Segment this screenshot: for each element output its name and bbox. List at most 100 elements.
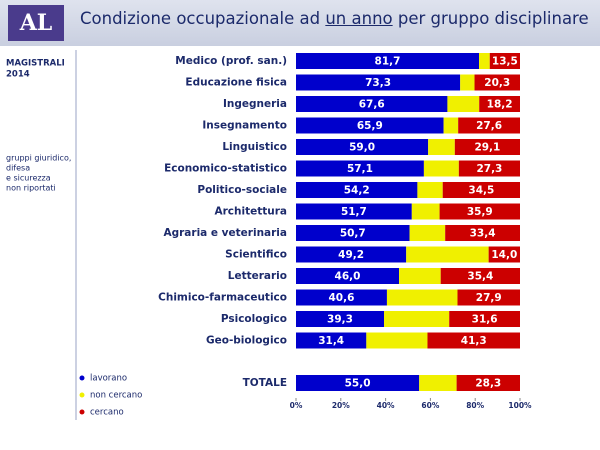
y-tick-label: Architettura <box>214 206 287 218</box>
y-tick-label: Educazione fisica <box>185 77 287 89</box>
bar-segment <box>460 74 475 91</box>
title-part: per gruppo disciplinare <box>397 9 589 28</box>
value-label: 41,3 <box>461 335 487 347</box>
y-tick-label: Letterario <box>228 270 287 282</box>
bar-segment <box>409 225 446 241</box>
bar-segment <box>296 96 448 112</box>
note: non riportati <box>6 184 56 193</box>
bar-segment <box>454 139 520 155</box>
bar-segment <box>384 311 450 327</box>
y-tick-label: Politico-sociale <box>197 184 287 196</box>
note: gruppi giuridico, <box>6 154 71 163</box>
bar-segment <box>399 268 441 284</box>
value-label: 57,1 <box>347 163 373 175</box>
bar-segment <box>296 117 444 134</box>
y-tick-label: Scientifico <box>225 249 287 261</box>
bar-segment <box>296 74 461 91</box>
bar-segment <box>427 332 520 349</box>
bar-segment <box>457 289 520 306</box>
value-label: 18,2 <box>487 99 513 111</box>
legend-label: non cercano <box>90 391 142 401</box>
bar-segment <box>458 117 520 134</box>
bar-segment <box>440 268 520 284</box>
bar-segment <box>449 311 520 327</box>
bar-segment <box>489 53 520 69</box>
y-tick-label: Geo-biologico <box>206 335 287 347</box>
bar-segment <box>488 246 520 263</box>
value-label: 27,9 <box>476 292 502 304</box>
y-tick-label: Ingegneria <box>223 98 287 110</box>
bar-segment <box>474 74 520 91</box>
x-tick-label: 80% <box>466 401 484 410</box>
bar-segment <box>447 96 480 112</box>
value-label: 20,3 <box>484 77 510 89</box>
bar-segment <box>296 139 429 155</box>
value-label: 67,6 <box>359 99 385 111</box>
value-label: 50,7 <box>340 228 366 240</box>
value-label: 51,7 <box>341 206 367 218</box>
value-label: 29,1 <box>474 142 500 154</box>
bar-segment <box>366 332 428 349</box>
bar-segment <box>411 203 440 220</box>
bar-segment <box>458 160 520 177</box>
legend-marker <box>79 409 85 415</box>
value-label: 27,6 <box>476 120 502 132</box>
bar-segment <box>456 375 520 391</box>
bar-segment <box>296 268 400 284</box>
y-tick-label: Agraria e veterinaria <box>163 227 287 239</box>
x-tick-label: 60% <box>421 401 439 410</box>
title-part: un anno <box>325 9 393 28</box>
bar-segment <box>296 160 424 177</box>
bar-segment <box>428 139 455 155</box>
value-label: 46,0 <box>335 271 361 283</box>
bar-segment <box>296 332 367 349</box>
note: MAGISTRALI <box>6 59 65 69</box>
bar-segment <box>439 203 520 220</box>
bar-segment <box>419 375 457 391</box>
value-label: 13,5 <box>492 56 518 68</box>
y-tick-label: Economico-statistico <box>164 163 287 175</box>
y-tick-label: TOTALE <box>243 377 287 389</box>
bar-segment <box>443 117 459 134</box>
bar-segment <box>296 246 407 263</box>
bar-segment <box>406 246 489 263</box>
note: 2014 <box>6 70 30 80</box>
value-label: 65,9 <box>357 120 383 132</box>
bar-segment <box>296 225 410 241</box>
x-tick-label: 20% <box>332 401 350 410</box>
value-label: 73,3 <box>365 77 391 89</box>
note: e sicurezza <box>6 174 51 183</box>
value-label: 31,4 <box>318 335 344 347</box>
logo: AL <box>8 5 64 41</box>
bar-segment <box>296 203 412 220</box>
y-tick-label: Psicologico <box>221 313 287 325</box>
bar-segment <box>296 375 420 391</box>
y-tick-label: Chimico-farmaceutico <box>158 292 287 304</box>
bar-segment <box>479 96 520 112</box>
value-label: 40,6 <box>329 292 355 304</box>
value-label: 28,3 <box>475 378 501 390</box>
legend-marker <box>79 375 85 381</box>
title-part: Condizione occupazionale ad <box>80 9 321 28</box>
value-label: 49,2 <box>338 249 364 261</box>
value-label: 81,7 <box>375 56 401 68</box>
value-label: 14,0 <box>491 249 517 261</box>
value-label: 35,9 <box>467 206 493 218</box>
value-label: 34,5 <box>468 185 494 197</box>
y-tick-label: Linguistico <box>222 141 287 153</box>
value-label: 35,4 <box>467 271 493 283</box>
legend-label: lavorano <box>90 374 127 384</box>
bar-segment <box>442 182 520 198</box>
bar-segment <box>296 53 480 69</box>
note: difesa <box>6 164 30 173</box>
bar-segment <box>479 53 490 69</box>
value-label: 27,3 <box>476 163 502 175</box>
bar-segment <box>445 225 520 241</box>
y-tick-label: Medico (prof. san.) <box>175 55 287 67</box>
legend-label: cercano <box>90 408 124 418</box>
value-label: 33,4 <box>470 228 496 240</box>
bar-segment <box>423 160 459 177</box>
bar-segment <box>296 182 418 198</box>
